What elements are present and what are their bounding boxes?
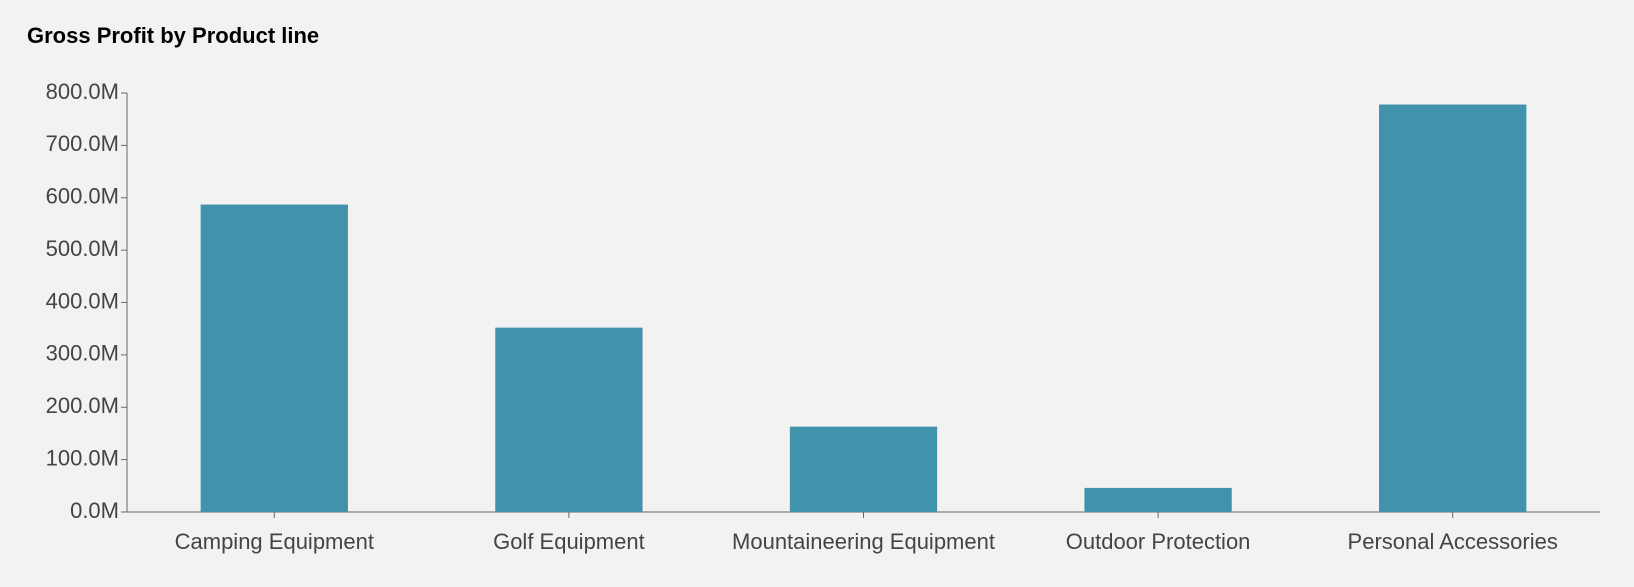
y-tick-label: 100.0M: [46, 445, 119, 470]
bar: [495, 327, 643, 512]
bar: [1379, 104, 1527, 513]
y-tick-label: 800.0M: [46, 79, 119, 104]
bar: [1084, 487, 1232, 512]
y-tick-label: 300.0M: [46, 341, 119, 366]
y-tick-label: 400.0M: [46, 288, 119, 313]
x-tick-label: Golf Equipment: [493, 529, 645, 554]
bar: [200, 204, 348, 512]
chart-title: Gross Profit by Product line: [27, 23, 319, 48]
x-tick-label: Camping Equipment: [175, 529, 374, 554]
y-tick-label: 500.0M: [46, 236, 119, 261]
x-tick-label: Outdoor Protection: [1066, 529, 1251, 554]
y-tick-label: 0.0M: [70, 498, 119, 523]
x-tick-label: Personal Accessories: [1348, 529, 1558, 554]
x-tick-label: Mountaineering Equipment: [732, 529, 995, 554]
y-tick-label: 200.0M: [46, 393, 119, 418]
y-tick-label: 700.0M: [46, 131, 119, 156]
bar: [789, 426, 938, 512]
y-tick-label: 600.0M: [46, 184, 119, 209]
